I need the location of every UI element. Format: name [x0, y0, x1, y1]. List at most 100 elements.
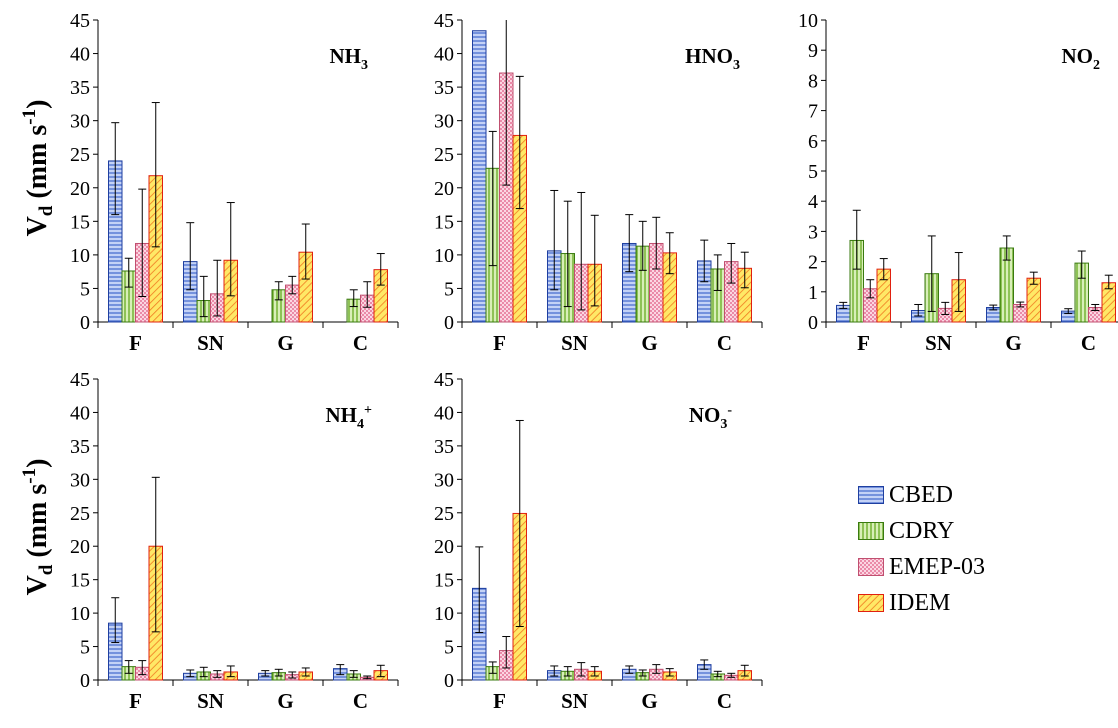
y-tick-label: 0	[808, 312, 818, 334]
y-label-exp: -1	[19, 108, 40, 125]
y-tick-label: 10	[798, 10, 818, 32]
y-tick-label: 5	[444, 278, 454, 300]
y-tick-label: 5	[80, 278, 90, 300]
panel-title-base: HNO	[685, 44, 733, 68]
y-tick-label: 0	[444, 670, 454, 692]
x-tick-label: F	[129, 689, 142, 713]
x-tick-label: F	[129, 331, 142, 355]
y-axis-label-top: Vd (mm s-1)	[12, 73, 57, 263]
x-tick-label: SN	[561, 331, 588, 355]
y-tick-label: 6	[808, 131, 818, 153]
panel-title-base: NO	[1062, 44, 1094, 68]
y-label-sub: d	[36, 205, 57, 217]
y-tick-label: 5	[808, 161, 818, 183]
y-label-main: V	[22, 575, 53, 596]
x-tick-label: C	[353, 331, 368, 355]
x-tick-label: SN	[197, 331, 224, 355]
x-tick-label: G	[277, 689, 293, 713]
y-tick-label: 30	[434, 469, 454, 491]
chart-panel-4: 0 5 10 15 20 25 30 35 40 45 F SN G C NO3-	[434, 369, 763, 713]
chart-panel-3: 0 5 10 15 20 25 30 35 40 45 F SN G C NH4+	[70, 369, 399, 713]
legend-item-cdry: CDRY	[858, 516, 954, 546]
x-tick-label: C	[717, 689, 732, 713]
y-tick-label: 15	[434, 570, 454, 592]
y-tick-label: 9	[808, 40, 818, 62]
y-tick-label: 0	[444, 312, 454, 334]
y-tick-label: 20	[434, 178, 454, 200]
y-tick-label: 35	[434, 77, 454, 99]
x-tick-label: G	[641, 689, 657, 713]
panel-title-sup: +	[364, 403, 372, 418]
chart-panel-0: 0 5 10 15 20 25 30 35 40 45 F SN G C NH3	[70, 10, 399, 355]
y-tick-label: 0	[80, 312, 90, 334]
x-tick-label: C	[353, 689, 368, 713]
y-tick-label: 20	[70, 178, 90, 200]
y-tick-label: 45	[434, 369, 454, 391]
y-tick-label: 40	[70, 44, 90, 66]
panel-title: NH4+	[326, 403, 373, 432]
x-tick-label: G	[277, 331, 293, 355]
y-tick-label: 2	[808, 252, 818, 274]
legend-item-idem: IDEM	[858, 588, 950, 618]
y-tick-label: 45	[70, 369, 90, 391]
y-tick-label: 15	[70, 211, 90, 233]
y-label-close: )	[22, 99, 53, 109]
legend-swatch-cdry	[858, 522, 884, 540]
y-tick-label: 45	[70, 10, 90, 32]
y-tick-label: 45	[434, 10, 454, 32]
panel-title-base: NO	[689, 403, 721, 427]
x-tick-label: SN	[197, 689, 224, 713]
legend-label-idem: IDEM	[889, 589, 951, 616]
panel-title: NO2	[1062, 44, 1101, 73]
x-tick-label: F	[857, 331, 870, 355]
legend-swatch-emep	[858, 558, 884, 576]
y-label-unit: (mm s	[22, 483, 53, 565]
y-label-sub: d	[36, 564, 57, 576]
y-label-main: V	[22, 216, 53, 237]
y-tick-label: 10	[70, 603, 90, 625]
x-tick-label: SN	[561, 689, 588, 713]
y-tick-label: 3	[808, 221, 818, 243]
panel-title: NO3-	[689, 403, 733, 432]
y-tick-label: 25	[70, 144, 90, 166]
x-tick-label: SN	[925, 331, 952, 355]
x-tick-label: C	[717, 331, 732, 355]
y-tick-label: 7	[808, 101, 818, 123]
y-tick-label: 35	[70, 436, 90, 458]
chart-panel-1: 0 5 10 15 20 25 30 35 40 45 F SN G C HNO3	[434, 10, 763, 355]
x-tick-label: F	[493, 331, 506, 355]
y-tick-label: 15	[70, 570, 90, 592]
y-tick-label: 35	[70, 77, 90, 99]
x-tick-label: G	[641, 331, 657, 355]
panel-title-sub: 3	[720, 417, 727, 432]
y-tick-label: 40	[434, 44, 454, 66]
panel-title-sub: 3	[361, 58, 368, 73]
x-tick-label: C	[1081, 331, 1096, 355]
y-tick-label: 40	[434, 402, 454, 424]
panel-title: NH3	[330, 44, 369, 73]
legend-swatch-cbed	[858, 486, 884, 504]
y-tick-label: 10	[434, 245, 454, 267]
panel-title-sub: 3	[733, 58, 740, 73]
y-tick-label: 30	[70, 111, 90, 133]
y-tick-label: 5	[80, 637, 90, 659]
y-tick-label: 25	[434, 144, 454, 166]
panel-title-sub: 4	[357, 417, 364, 432]
y-tick-label: 20	[434, 536, 454, 558]
y-tick-label: 20	[70, 536, 90, 558]
panel-title: HNO3	[685, 44, 740, 73]
y-tick-label: 25	[434, 503, 454, 525]
panel-title-sub: 2	[1093, 58, 1100, 73]
y-tick-label: 8	[808, 70, 818, 92]
y-tick-label: 35	[434, 436, 454, 458]
y-tick-label: 30	[70, 469, 90, 491]
x-tick-label: G	[1005, 331, 1021, 355]
bar-cbed-f	[472, 30, 487, 323]
y-tick-label: 40	[70, 402, 90, 424]
panel-title-sup: -	[727, 403, 732, 418]
bar-idem-g	[1026, 277, 1041, 323]
legend-label-emep: EMEP-03	[889, 553, 985, 580]
y-label-close: )	[22, 458, 53, 468]
